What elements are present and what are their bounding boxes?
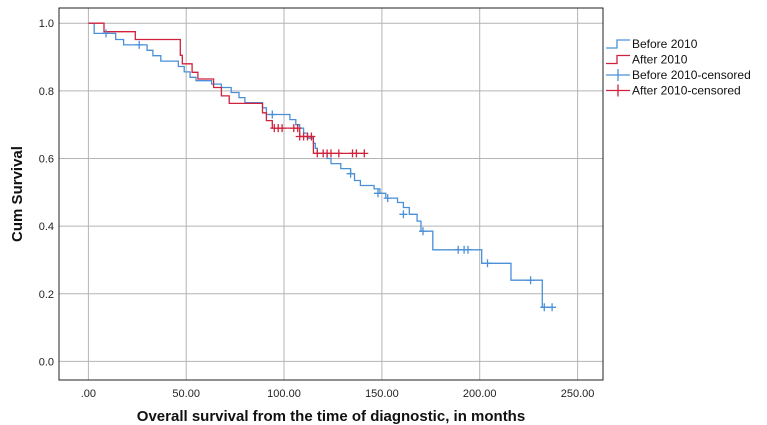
y-tick-label: 0.8 [39, 86, 54, 98]
y-tick-label: 0.4 [39, 221, 54, 233]
legend-label: After 2010 [632, 53, 688, 67]
x-tick-label: 50.00 [172, 388, 200, 400]
y-tick-label: 0.6 [39, 154, 54, 166]
y-tick-label: 0.0 [39, 356, 54, 368]
x-axis-label: Overall survival from the time of diagno… [137, 408, 525, 425]
x-tick-label: .00 [81, 388, 96, 400]
x-tick-label: 100.00 [267, 388, 301, 400]
x-tick-label: 200.00 [463, 388, 497, 400]
y-tick-label: 0.2 [39, 289, 54, 301]
legend-label: Before 2010 [632, 37, 698, 51]
legend-label: After 2010-censored [632, 84, 741, 98]
x-tick-label: 250.00 [561, 388, 595, 400]
legend-label: Before 2010-censored [632, 68, 751, 82]
y-tick-label: 1.0 [39, 18, 54, 30]
y-axis-label: Cum Survival [9, 146, 26, 242]
x-tick-label: 150.00 [365, 388, 399, 400]
